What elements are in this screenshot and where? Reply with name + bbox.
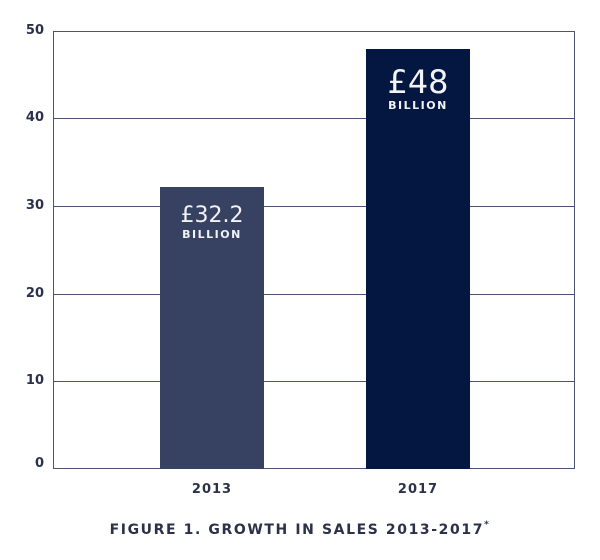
x-tick-label: 2013 (191, 482, 233, 497)
caption-text: FIGURE 1. GROWTH IN SALES 2013-2017 (109, 522, 485, 538)
footnote-marker: * (484, 520, 491, 530)
bar-2013: £32.2 BILLION (160, 187, 264, 469)
bar-value-label: £32.2 (180, 203, 244, 228)
x-tick-label: 2017 (397, 482, 439, 497)
bar-data-label: £48 BILLION (366, 66, 470, 111)
bar-2017: £48 BILLION (366, 49, 470, 469)
y-tick-label: 30 (25, 197, 44, 213)
bar-value-label: £48 (387, 63, 449, 101)
gridline-30 (53, 206, 575, 207)
gridline-10 (53, 381, 575, 382)
y-tick-label: 0 (34, 455, 44, 471)
gridline-40 (53, 118, 575, 119)
bar-unit-label: BILLION (182, 228, 242, 241)
gridline-20 (53, 294, 575, 295)
y-tick-label: 40 (25, 109, 44, 125)
plot-area (53, 31, 575, 469)
bar-data-label: £32.2 BILLION (160, 203, 264, 241)
bar-unit-label: BILLION (388, 99, 448, 112)
y-tick-label: 50 (25, 22, 44, 38)
y-tick-label: 20 (25, 285, 44, 301)
figure-caption: FIGURE 1. GROWTH IN SALES 2013-2017* (0, 520, 600, 538)
y-tick-label: 10 (25, 372, 44, 388)
